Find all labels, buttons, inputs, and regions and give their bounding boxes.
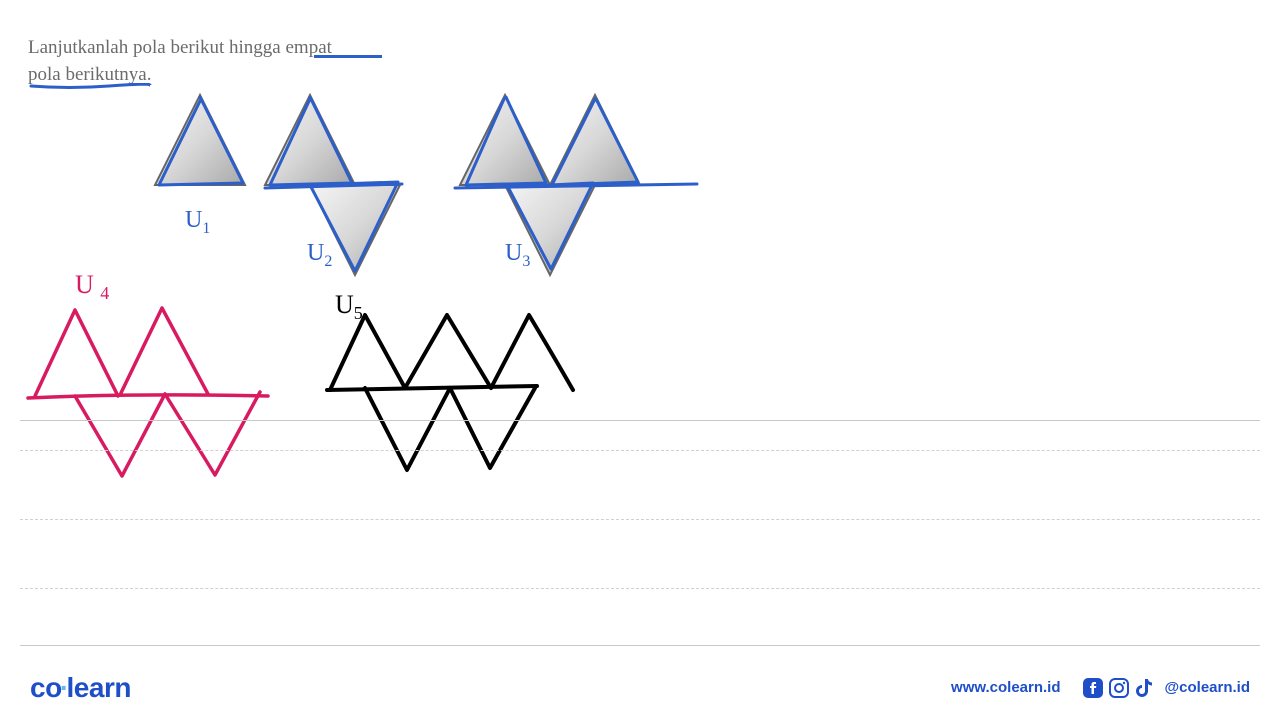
colearn-logo: co·learn xyxy=(30,672,131,704)
notebook-line xyxy=(20,645,1260,646)
notebook-line xyxy=(20,420,1260,421)
drawn-patterns xyxy=(20,260,720,490)
facebook-icon xyxy=(1083,678,1103,698)
notebook-line xyxy=(20,450,1260,451)
question-line1: Lanjutkanlah pola berikut hingga empat xyxy=(28,37,332,58)
website-url: www.colearn.id xyxy=(951,679,1060,696)
social-icons: @colearn.id xyxy=(1083,678,1250,698)
pattern-u2 xyxy=(265,95,402,275)
label-u1: U1 xyxy=(185,207,210,238)
tiktok-icon xyxy=(1135,678,1155,698)
pattern-u5 xyxy=(327,315,573,470)
social-handle: @colearn.id xyxy=(1165,679,1250,696)
printed-patterns xyxy=(150,85,850,285)
pattern-u3 xyxy=(455,95,697,275)
label-u5: U5 xyxy=(335,290,363,324)
notebook-line xyxy=(20,588,1260,589)
footer: co·learn www.colearn.id @colearn.id xyxy=(0,655,1280,720)
footer-right: www.colearn.id @colearn.id xyxy=(951,678,1250,698)
underline-empat xyxy=(314,54,382,58)
pattern-u1 xyxy=(155,95,245,185)
underline-pola xyxy=(29,78,152,86)
label-u4: U 4 xyxy=(75,270,109,304)
notebook-line xyxy=(20,519,1260,520)
instagram-icon xyxy=(1109,678,1129,698)
